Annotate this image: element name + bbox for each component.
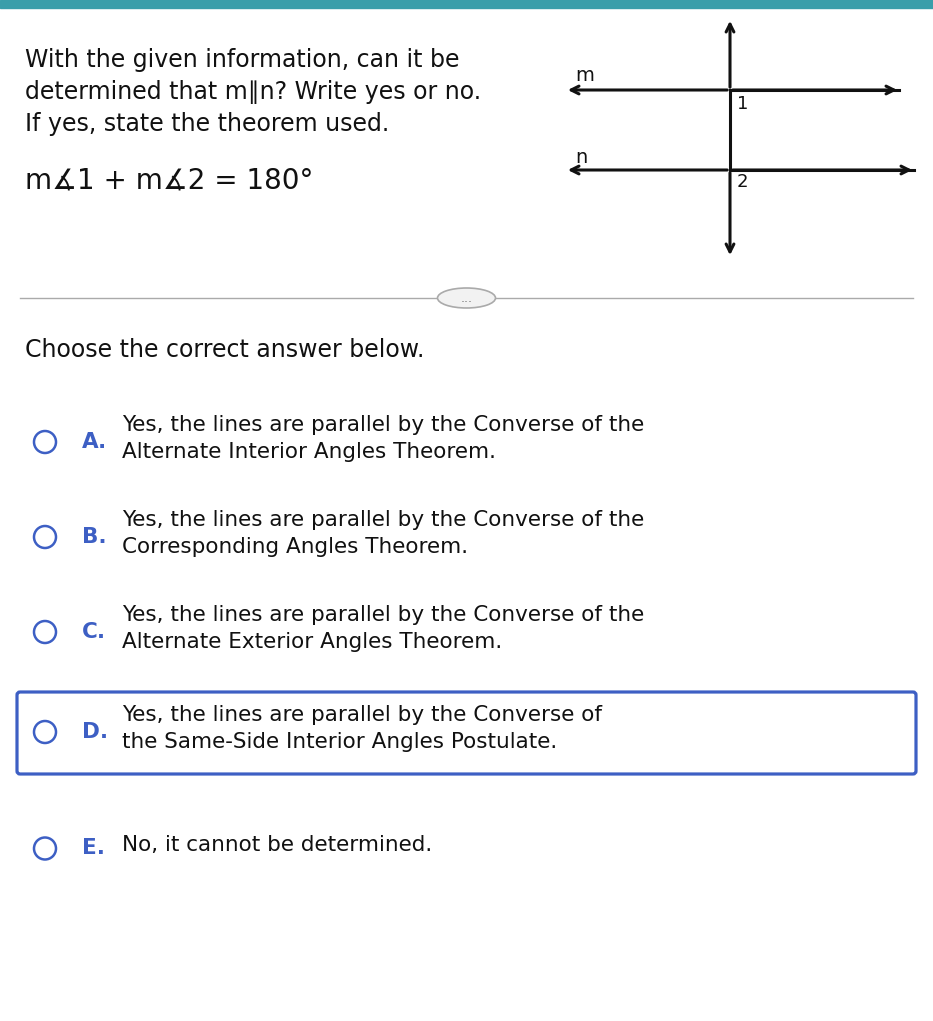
Text: the Same-Side Interior Angles Postulate.: the Same-Side Interior Angles Postulate. bbox=[122, 732, 557, 752]
Text: determined that m∥n? Write yes or no.: determined that m∥n? Write yes or no. bbox=[25, 80, 481, 104]
Text: D.: D. bbox=[82, 722, 108, 742]
Text: Alternate Exterior Angles Theorem.: Alternate Exterior Angles Theorem. bbox=[122, 632, 502, 652]
Text: Yes, the lines are parallel by the Converse of the: Yes, the lines are parallel by the Conve… bbox=[122, 415, 645, 435]
Text: A.: A. bbox=[82, 432, 107, 452]
Text: Corresponding Angles Theorem.: Corresponding Angles Theorem. bbox=[122, 537, 468, 557]
Ellipse shape bbox=[438, 288, 495, 308]
Text: C.: C. bbox=[82, 622, 106, 642]
Text: If yes, state the theorem used.: If yes, state the theorem used. bbox=[25, 112, 389, 136]
Text: B.: B. bbox=[82, 527, 106, 547]
Text: No, it cannot be determined.: No, it cannot be determined. bbox=[122, 835, 432, 855]
Text: E.: E. bbox=[82, 838, 105, 859]
Text: Choose the correct answer below.: Choose the correct answer below. bbox=[25, 338, 425, 362]
Text: 2: 2 bbox=[737, 173, 748, 191]
Text: Yes, the lines are parallel by the Converse of the: Yes, the lines are parallel by the Conve… bbox=[122, 510, 645, 530]
Text: Yes, the lines are parallel by the Converse of: Yes, the lines are parallel by the Conve… bbox=[122, 704, 602, 725]
Text: m∡1 + m∡2 = 180°: m∡1 + m∡2 = 180° bbox=[25, 167, 313, 195]
Text: Alternate Interior Angles Theorem.: Alternate Interior Angles Theorem. bbox=[122, 442, 496, 461]
Text: With the given information, can it be: With the given information, can it be bbox=[25, 48, 459, 72]
Text: 1: 1 bbox=[737, 95, 748, 113]
Text: n: n bbox=[575, 148, 587, 167]
Text: ...: ... bbox=[461, 292, 472, 304]
FancyBboxPatch shape bbox=[17, 692, 916, 774]
Text: Yes, the lines are parallel by the Converse of the: Yes, the lines are parallel by the Conve… bbox=[122, 605, 645, 625]
Bar bbox=[0, 0, 933, 8]
Text: m: m bbox=[575, 66, 594, 85]
